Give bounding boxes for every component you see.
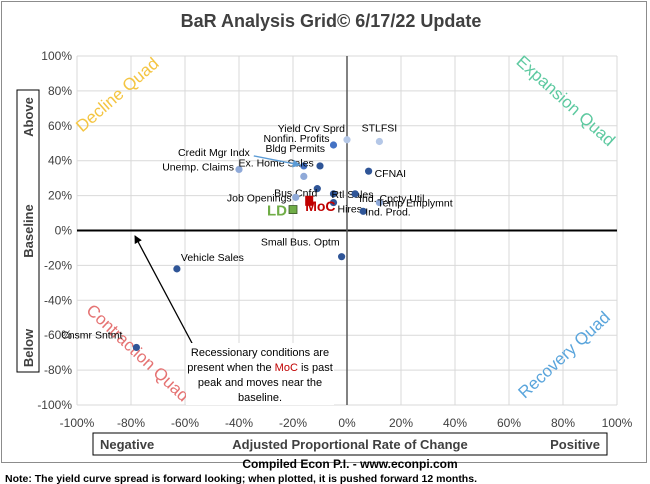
data-point <box>375 198 383 207</box>
y-tick-label: 20% <box>48 189 72 203</box>
x-box-center-label: Adjusted Proportional Rate of Change <box>232 437 467 452</box>
annotation-text: is past <box>298 362 333 374</box>
x-tick-label: 40% <box>443 416 467 430</box>
x-box-left-label: Negative <box>100 437 154 452</box>
quad-label-decline: Decline Quad <box>72 54 162 136</box>
x-tick-label: -60% <box>171 416 199 430</box>
data-point <box>300 172 308 181</box>
chart-frame <box>1 1 647 463</box>
point-label: Credit Mgr Indx <box>178 147 251 159</box>
y-box-top-label: Above <box>21 97 36 137</box>
y-tick-label: 0% <box>55 224 73 238</box>
data-point <box>300 162 308 170</box>
axis-boxes: Negative Adjusted Proportional Rate of Ch… <box>16 89 608 456</box>
x-tick-label: 100% <box>602 416 633 430</box>
point-label: Hires <box>338 204 363 216</box>
data-point <box>343 136 351 144</box>
data-point <box>329 198 338 207</box>
y-tick-label: -20% <box>44 258 72 272</box>
x-tick-label: -20% <box>279 416 307 430</box>
x-tick-label: -100% <box>60 416 95 430</box>
data-point <box>359 207 367 215</box>
point-label: STLFSI <box>362 123 398 135</box>
annotation-text: present when the <box>187 362 274 374</box>
y-box-bottom-label: Below <box>21 328 36 367</box>
moc-marker <box>305 195 314 206</box>
annotation-line: baseline. <box>238 392 282 404</box>
point-label: CFNAI <box>375 168 407 180</box>
tick-labels: -100% -80% -60% -40% -20% 0% 20% 40% 60% 80% 100% 1… <box>37 49 632 430</box>
x-tick-label: 60% <box>497 416 521 430</box>
point-label: Yield Crv Sprd <box>278 123 345 135</box>
footer-credit: Compiled Econ P.I. - www.econpi.com <box>242 457 457 471</box>
quad-label-contraction: Contraction Quad <box>83 301 193 406</box>
quadrant-labels: Decline Quad Expansion Quad Contraction Qu… <box>72 52 618 406</box>
x-tick-label: 80% <box>551 416 575 430</box>
moc-label: MoC <box>305 198 335 214</box>
footer-note: Note: The yield curve spread is forward … <box>5 473 477 484</box>
y-tick-label: -40% <box>44 293 72 307</box>
data-point <box>316 162 324 170</box>
point-label: Ind. Prod. <box>365 206 411 218</box>
point-label: Small Bus. Optm <box>261 237 340 249</box>
y-tick-label: 100% <box>41 49 72 63</box>
y-tick-label: -80% <box>44 363 72 377</box>
point-label: Nonfin. Profits <box>264 133 330 145</box>
y-tick-label: -60% <box>44 328 72 342</box>
y-tick-label: 40% <box>48 154 72 168</box>
y-tick-label: -100% <box>37 398 72 412</box>
label-leader-arrow <box>253 155 301 168</box>
data-point <box>132 343 140 352</box>
ld-label: LD <box>267 203 287 220</box>
x-tick-label: 20% <box>389 416 413 430</box>
x-tick-label: 0% <box>338 416 356 430</box>
annotation-line: present when the MoC is past <box>187 362 333 374</box>
quad-label-expansion: Expansion Quad <box>513 52 619 150</box>
x-tick-label: -40% <box>225 416 253 430</box>
data-point <box>313 185 321 193</box>
y-tick-label: 80% <box>48 84 72 98</box>
annotation-highlight: MoC <box>275 362 298 374</box>
data-point <box>338 253 346 261</box>
y-box-middle-label: Baseline <box>21 204 36 257</box>
annotation-line: peak and moves near the <box>198 377 322 389</box>
data-point <box>292 193 300 201</box>
quad-label-recovery: Recovery Quad <box>515 308 614 402</box>
x-box-right-label: Positive <box>550 437 600 452</box>
annotation-box <box>186 343 334 405</box>
y-axis-box <box>16 89 40 373</box>
annotation-line: Recessionary conditions are <box>191 347 329 359</box>
point-label: Ex. Home Sales <box>239 157 314 169</box>
chart-title: BaR Analysis Grid© 6/17/22 Update <box>181 11 482 31</box>
x-axis-box <box>92 432 608 456</box>
data-point <box>365 167 373 175</box>
data-point <box>375 137 383 146</box>
data-point <box>351 190 359 198</box>
point-label: Vehicle Sales <box>181 252 244 264</box>
point-label: Bldg Permits <box>265 143 325 155</box>
point-label: Cnsmr Sntmt <box>61 329 122 341</box>
x-tick-label: -80% <box>117 416 145 430</box>
data-point <box>329 190 338 198</box>
data-point <box>173 265 181 273</box>
point-label: Job Openings <box>227 192 292 204</box>
point-label: Temp Emplymnt <box>377 198 452 210</box>
annotation-arrow <box>134 235 194 346</box>
point-label: Unemp. Claims <box>162 161 234 173</box>
axes <box>77 56 617 405</box>
ld-marker <box>288 205 298 214</box>
data-point <box>235 165 243 174</box>
annotation: Recessionary conditions are present when … <box>134 235 334 405</box>
data-point <box>329 141 338 149</box>
y-tick-label: 60% <box>48 119 72 133</box>
